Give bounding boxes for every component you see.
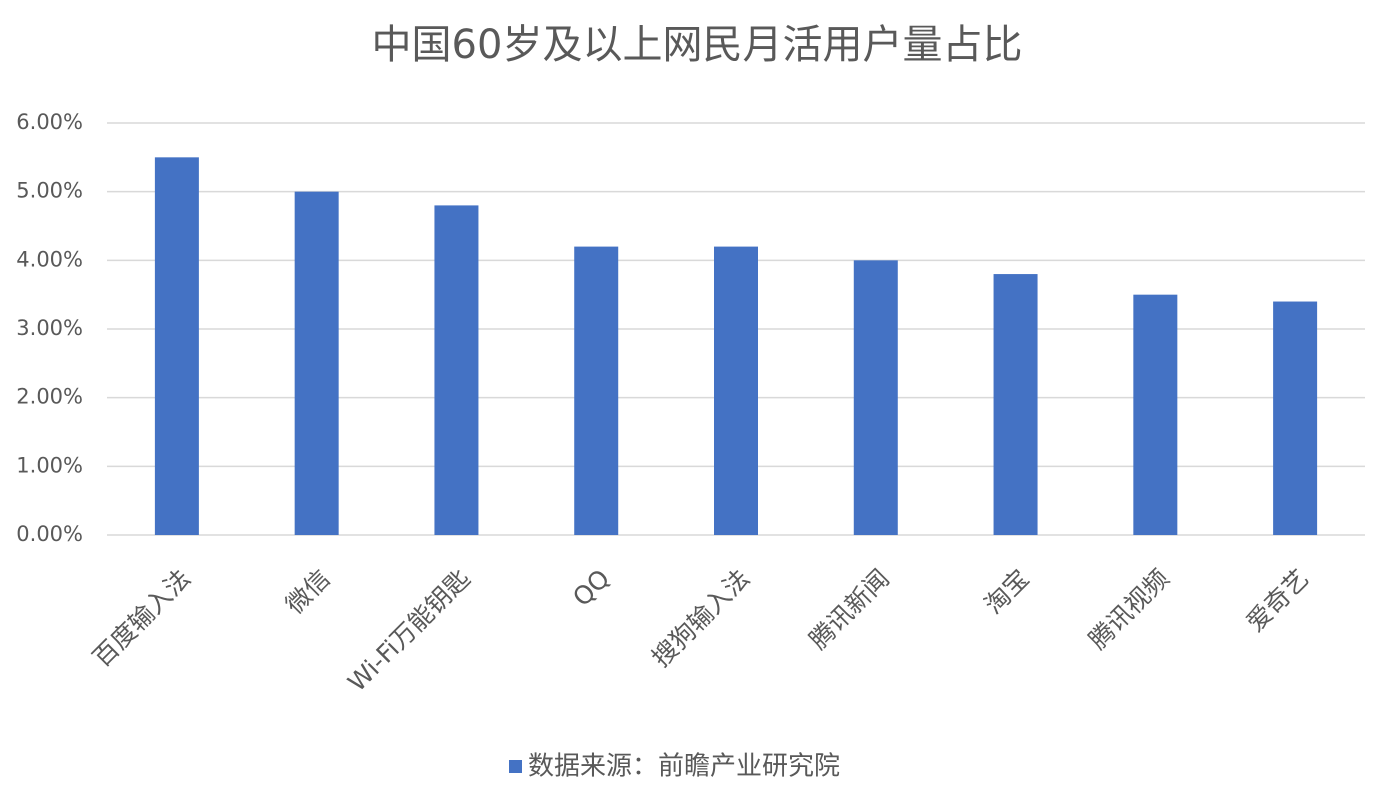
bar: [294, 191, 339, 535]
y-tick-label: 2.00%: [16, 385, 83, 409]
y-tick-label: 1.00%: [16, 453, 83, 477]
x-tick-label: QQ: [567, 564, 615, 612]
bar: [1133, 294, 1178, 535]
bar: [993, 274, 1038, 535]
y-tick-label: 0.00%: [16, 522, 83, 546]
x-tick-label: 爱奇艺: [1241, 564, 1315, 638]
bar: [434, 205, 479, 535]
legend-label: 数据来源：前瞻产业研究院: [528, 752, 840, 782]
bar: [574, 246, 619, 535]
x-tick-label: 微信: [280, 564, 336, 620]
x-tick-label: Wi-Fi万能钥匙: [342, 564, 475, 697]
x-tick-label: 腾讯视频: [1083, 564, 1174, 655]
bar: [154, 157, 199, 536]
bar: [853, 260, 898, 535]
y-tick-label: 5.00%: [16, 179, 83, 203]
x-tick-label: 百度输入法: [87, 564, 196, 673]
x-tick-label: 搜狗输入法: [646, 564, 755, 673]
y-tick-label: 3.00%: [16, 316, 83, 340]
legend-swatch: [509, 760, 522, 773]
chart-title: 中国60岁及以上网民月活用户量占比: [372, 22, 1023, 68]
x-tick-label: 淘宝: [979, 564, 1035, 620]
bar: [1273, 301, 1318, 535]
y-tick-label: 4.00%: [16, 247, 83, 271]
y-tick-label: 6.00%: [16, 110, 83, 134]
bar: [714, 246, 758, 535]
x-tick-label: 腾讯新闻: [804, 564, 895, 655]
